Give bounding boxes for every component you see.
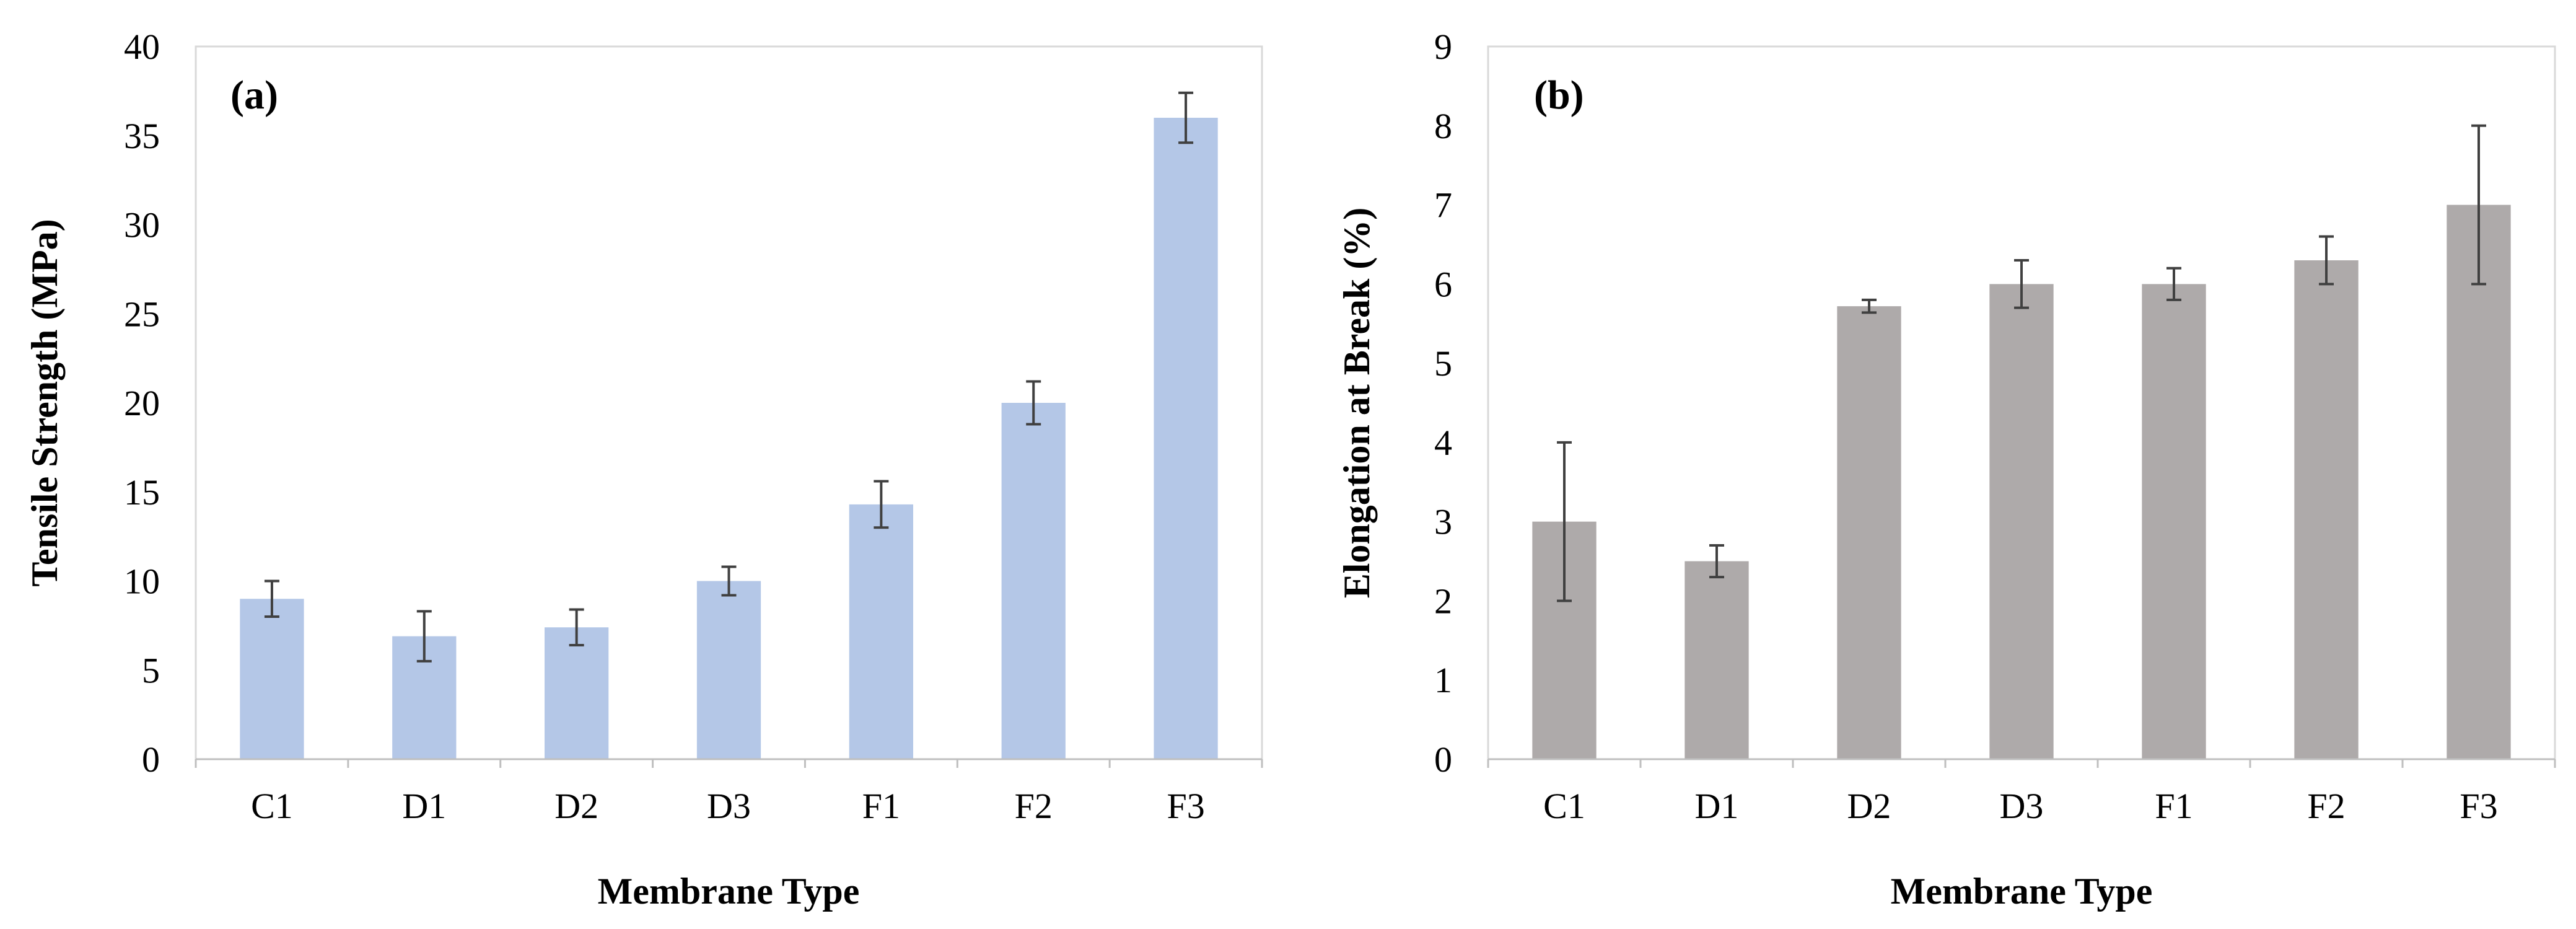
bar-a-C1 — [240, 599, 304, 759]
y-tick-label-a: 5 — [142, 650, 160, 690]
y-tick-label-a: 25 — [124, 294, 160, 334]
error-bar-a-D3 — [721, 565, 737, 597]
y-tick-label-b: 2 — [1434, 581, 1452, 621]
chart-panel-b: 0 1 2 3 4 5 6 7 8 9 C1 D1 D2 D3 F1 F2 F3 (b) Membrane T… — [1336, 27, 2556, 912]
y-axis-ticks-a: 0 5 10 15 20 25 30 35 40 — [124, 27, 160, 780]
error-bar-b-D1 — [1709, 544, 1724, 579]
y-tick-label-b: 9 — [1434, 27, 1452, 67]
x-tick-label-b: D3 — [2000, 786, 2044, 826]
chart-panel-a: 0 5 10 15 20 25 30 35 40 C1 D1 D2 D3 F1 F2 F3 (a) Memb… — [24, 27, 1263, 912]
error-bar-b-F1 — [2166, 266, 2181, 301]
error-bar-b-C1 — [1557, 441, 1572, 602]
error-bar-a-D1 — [416, 610, 432, 663]
bar-a-F2 — [1001, 403, 1066, 759]
y-axis-title-b: Elongation at Break (%) — [1336, 208, 1377, 599]
bar-b-F3 — [2447, 205, 2511, 759]
bar-series-a — [240, 118, 1218, 759]
bar-b-D2 — [1837, 306, 1901, 760]
y-tick-label-b: 7 — [1434, 185, 1452, 226]
error-bar-a-F3 — [1178, 91, 1194, 144]
y-tick-label-a: 15 — [124, 472, 160, 513]
bar-a-D2 — [545, 627, 609, 759]
error-bar-b-D2 — [1862, 298, 1877, 314]
x-axis-ticks-a: C1 D1 D2 D3 F1 F2 F3 — [195, 759, 1263, 826]
panel-label-a: (a) — [230, 73, 278, 118]
x-tick-label-a: F2 — [1015, 786, 1053, 826]
bar-a-D3 — [696, 581, 761, 759]
x-tick-label-b: C1 — [1543, 786, 1585, 826]
bar-b-F1 — [2142, 284, 2206, 759]
y-tick-label-a: 30 — [124, 205, 160, 245]
x-tick-label-a: D3 — [707, 786, 751, 826]
error-bar-b-F2 — [2319, 235, 2334, 286]
x-tick-label-b: F3 — [2460, 786, 2497, 826]
x-tick-label-b: D2 — [1847, 786, 1891, 826]
y-tick-label-b: 3 — [1434, 502, 1452, 542]
y-tick-label-a: 20 — [124, 383, 160, 423]
error-bar-a-F1 — [874, 480, 889, 529]
x-axis-title-b: Membrane Type — [1891, 871, 2153, 912]
y-tick-label-a: 35 — [124, 116, 160, 156]
y-tick-label-b: 4 — [1434, 423, 1452, 463]
y-tick-label-a: 0 — [142, 739, 160, 780]
error-bar-a-D2 — [569, 608, 584, 646]
x-tick-label-b: D1 — [1695, 786, 1739, 826]
error-bars-a — [264, 91, 1194, 663]
error-bar-b-F3 — [2471, 124, 2486, 286]
x-axis-ticks-b: C1 D1 D2 D3 F1 F2 F3 — [1487, 759, 2556, 826]
x-tick-label-a: F3 — [1167, 786, 1204, 826]
y-tick-label-b: 0 — [1434, 739, 1452, 780]
x-tick-label-a: D1 — [402, 786, 446, 826]
bar-b-F2 — [2294, 260, 2359, 759]
x-axis-title-a: Membrane Type — [598, 871, 860, 912]
y-axis-title-a: Tensile Strength (MPa) — [24, 219, 65, 586]
x-tick-label-a: D2 — [554, 786, 598, 826]
y-axis-ticks-b: 0 1 2 3 4 5 6 7 8 9 — [1434, 27, 1452, 780]
x-tick-label-a: C1 — [251, 786, 293, 826]
error-bar-a-F2 — [1026, 380, 1041, 426]
bar-a-F3 — [1154, 118, 1218, 759]
x-tick-label-b: F1 — [2155, 786, 2193, 826]
y-tick-label-b: 1 — [1434, 660, 1452, 700]
x-tick-label-b: F2 — [2307, 786, 2345, 826]
y-tick-label-b: 8 — [1434, 106, 1452, 146]
panel-label-b: (b) — [1534, 73, 1584, 118]
x-tick-label-a: F1 — [862, 786, 900, 826]
y-tick-label-b: 6 — [1434, 264, 1452, 304]
error-bar-a-C1 — [264, 579, 279, 618]
y-tick-label-a: 40 — [124, 27, 160, 67]
bar-b-D1 — [1684, 561, 1749, 759]
bar-b-D3 — [1989, 284, 2054, 759]
y-tick-label-b: 5 — [1434, 343, 1452, 384]
error-bars-b — [1557, 124, 2486, 602]
error-bar-b-D3 — [2014, 259, 2029, 309]
bar-a-F1 — [849, 504, 913, 759]
y-tick-label-a: 10 — [124, 561, 160, 602]
